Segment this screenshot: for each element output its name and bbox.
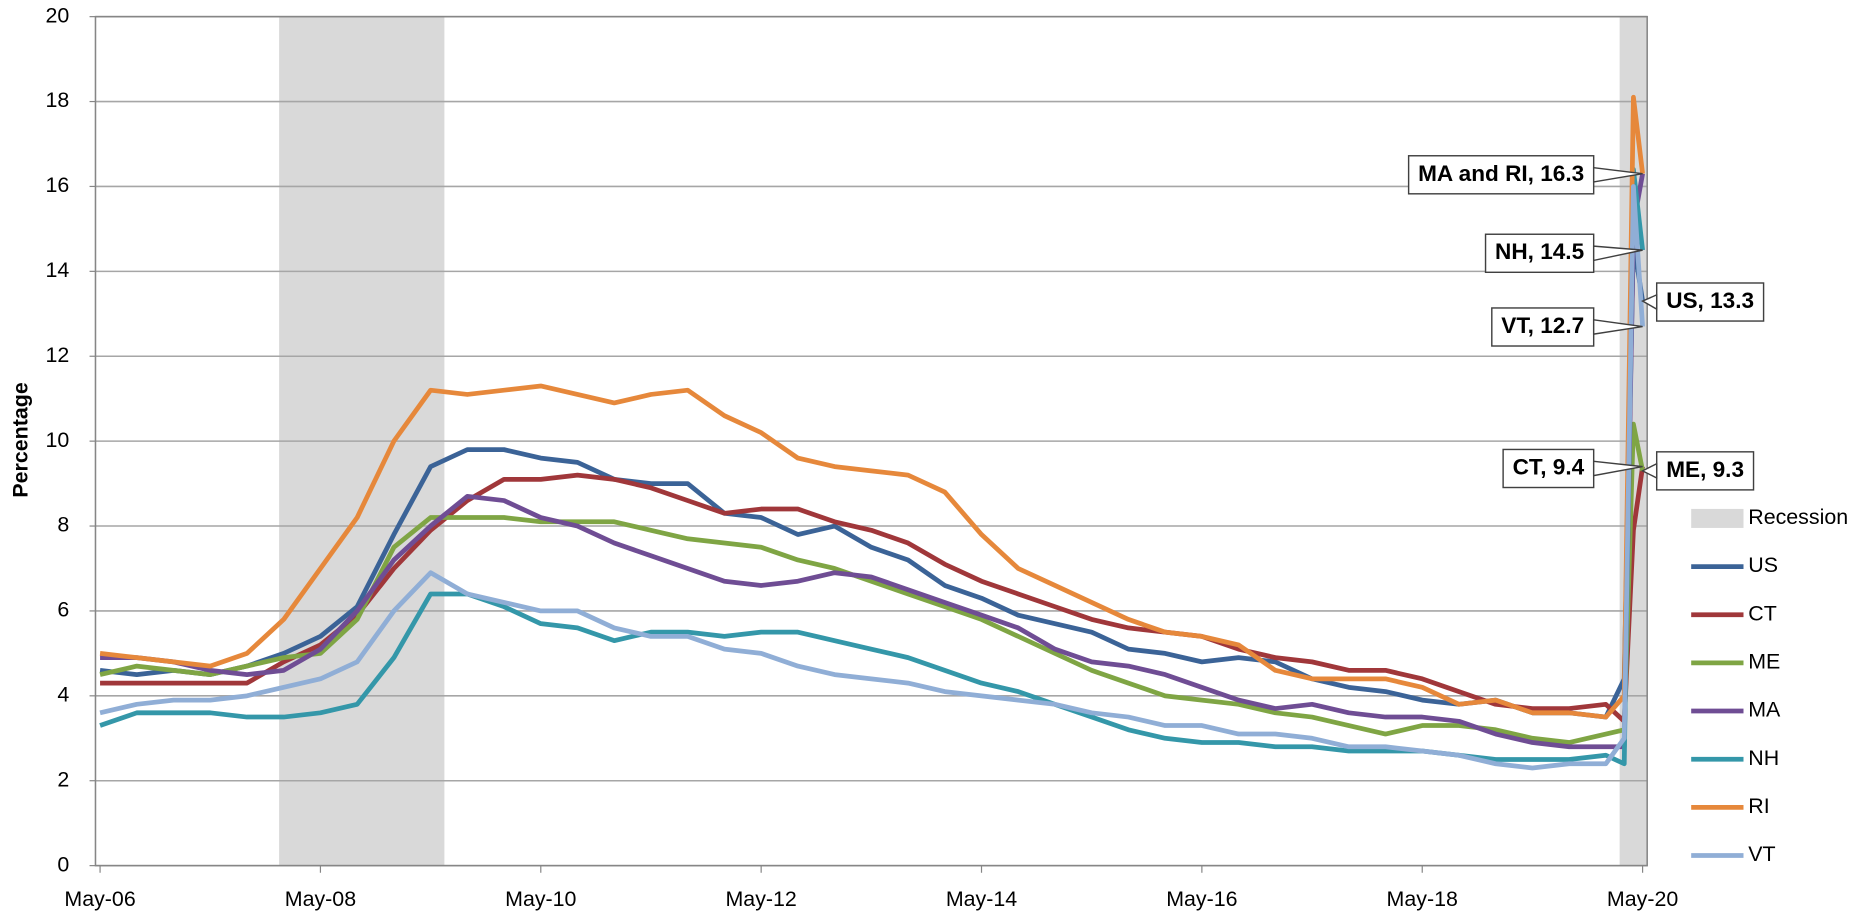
x-tick-label: May-14 [946, 887, 1017, 911]
annotation-pointer [1592, 319, 1643, 335]
annotation-box [1502, 448, 1595, 489]
annotation: MA and RI, 16.3 [1407, 155, 1643, 195]
annotation-label: NH, 14.5 [1495, 239, 1584, 264]
legend-label: MA [1748, 698, 1781, 722]
y-tick-label: 0 [57, 852, 69, 876]
legend-swatch [1691, 508, 1744, 528]
annotation-box [1407, 155, 1595, 195]
annotation-box [1655, 451, 1755, 491]
y-tick-label: 8 [57, 513, 69, 537]
x-tick-label: May-08 [285, 887, 356, 911]
series-line [99, 239, 1645, 720]
annotation-pointer [1641, 462, 1658, 480]
y-tick-label: 20 [46, 3, 70, 27]
annotation: ME, 9.3 [1641, 451, 1755, 491]
annotation-pointer [1592, 166, 1643, 183]
y-tick-label: 4 [57, 682, 69, 706]
legend-label: US [1748, 553, 1778, 577]
annotation-box [1491, 307, 1595, 347]
x-tick-label: May-20 [1607, 887, 1678, 911]
annotation: NH, 14.5 [1484, 233, 1643, 274]
legend-label: Recession [1748, 505, 1848, 529]
y-tick-label: 18 [46, 88, 70, 112]
annotation-label: CT, 9.4 [1513, 454, 1585, 479]
y-axis-label: Percentage [8, 382, 32, 497]
annotation: VT, 12.7 [1491, 307, 1643, 347]
legend-label: VT [1748, 842, 1775, 866]
y-tick-label: 12 [46, 343, 70, 367]
series-line [99, 184, 1645, 771]
x-tick-label: May-10 [505, 887, 576, 911]
legend-label: CT [1748, 601, 1777, 625]
annotation: US, 13.3 [1641, 282, 1765, 322]
annotation-label: MA and RI, 16.3 [1418, 161, 1584, 186]
legend-label: RI [1748, 794, 1769, 818]
series-line [100, 173, 1645, 750]
x-tick-label: May-18 [1387, 887, 1458, 911]
annotation-pointer [1592, 460, 1643, 477]
y-tick-label: 2 [57, 767, 69, 791]
annotation-pointer [1641, 293, 1658, 311]
x-tick-label: May-06 [64, 887, 135, 911]
annotation-pointer [1592, 245, 1643, 262]
annotation-box [1484, 233, 1595, 274]
plot-border [94, 15, 1648, 867]
annotation-label: US, 13.3 [1666, 288, 1754, 313]
y-tick-label: 16 [46, 173, 70, 197]
legend-label: NH [1748, 746, 1779, 770]
y-tick-label: 10 [46, 428, 70, 452]
x-tick-label: May-16 [1166, 887, 1237, 911]
y-tick-label: 6 [57, 598, 69, 622]
series-line [99, 94, 1645, 720]
legend-label: ME [1748, 650, 1780, 674]
annotation-box [1655, 282, 1765, 322]
x-tick-label: May-12 [725, 887, 796, 911]
annotation-label: ME, 9.3 [1666, 457, 1744, 482]
y-tick-label: 14 [46, 258, 70, 282]
annotation-label: VT, 12.7 [1501, 313, 1584, 338]
annotation: CT, 9.4 [1502, 448, 1643, 489]
